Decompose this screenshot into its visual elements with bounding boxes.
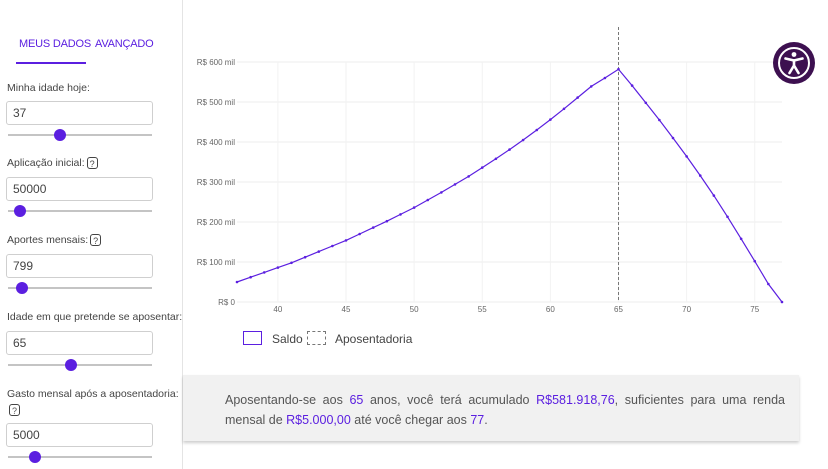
data-point[interactable] xyxy=(630,84,634,87)
data-point[interactable] xyxy=(385,219,389,223)
summary-text: Aposentando-se aos 65 anos, você terá ac… xyxy=(225,393,785,427)
series-line-saldo xyxy=(236,68,783,303)
initial-slider[interactable] xyxy=(8,205,152,217)
data-point[interactable] xyxy=(712,194,716,197)
data-point[interactable] xyxy=(480,166,484,169)
data-point[interactable] xyxy=(494,157,498,161)
data-point[interactable] xyxy=(358,232,361,236)
legend-saldo-swatch[interactable] xyxy=(243,331,262,345)
help-icon[interactable]: ? xyxy=(86,157,98,170)
data-point[interactable] xyxy=(549,118,552,121)
data-point[interactable] xyxy=(644,101,648,105)
summary-end-age: 77 xyxy=(470,413,485,427)
age-slider-thumb[interactable] xyxy=(53,129,66,141)
age-input[interactable] xyxy=(6,101,153,125)
initial-slider-thumb[interactable] xyxy=(13,205,26,217)
tab-my-data[interactable]: MEUS DADOS xyxy=(19,38,91,50)
summary-income: R$5.000,00 xyxy=(286,413,351,427)
data-point[interactable] xyxy=(262,271,266,274)
y-tick-label: R$ 300 mil xyxy=(197,178,235,187)
legend-aposentadoria-label: Aposentadoria xyxy=(335,332,413,346)
y-tick-label: R$ 200 mil xyxy=(197,218,235,227)
data-point[interactable] xyxy=(276,266,280,269)
retire-age-label: Idade em que pretende se aposentar: xyxy=(7,311,183,323)
spend-input[interactable] xyxy=(6,423,153,447)
data-point[interactable] xyxy=(467,175,470,178)
data-point[interactable] xyxy=(331,244,334,248)
data-point[interactable] xyxy=(589,85,593,88)
summary-box: Aposentando-se aos 65 anos, você terá ac… xyxy=(183,375,799,441)
spend-slider-thumb[interactable] xyxy=(29,451,42,463)
age-label: Minha idade hoje: xyxy=(7,82,90,94)
x-tick-label: 60 xyxy=(546,305,555,314)
x-tick-label: 75 xyxy=(750,305,759,314)
y-tick-label: R$ 400 mil xyxy=(197,138,235,147)
active-tab-indicator xyxy=(16,62,86,64)
data-point[interactable] xyxy=(617,67,620,71)
data-point[interactable] xyxy=(249,275,252,279)
data-point[interactable] xyxy=(780,300,784,304)
data-point[interactable] xyxy=(698,174,702,177)
retire-age-input[interactable] xyxy=(6,331,153,355)
data-point[interactable] xyxy=(426,198,430,202)
data-point[interactable] xyxy=(671,136,675,140)
help-icon[interactable]: ? xyxy=(9,404,20,416)
data-point[interactable] xyxy=(576,96,579,99)
summary-amount: R$581.918,76 xyxy=(536,393,615,407)
x-tick-label: 65 xyxy=(614,305,623,314)
data-point[interactable] xyxy=(344,239,348,242)
tab-advanced[interactable]: AVANÇADO xyxy=(95,38,154,50)
data-point[interactable] xyxy=(521,138,525,142)
y-tick-label: R$ 500 mil xyxy=(197,98,235,107)
balance-chart: R$ 0 R$ 100 mil R$ 200 mil R$ 300 mil R$ 400… xyxy=(197,27,784,314)
legend-saldo-label: Saldo xyxy=(272,332,303,346)
accessibility-icon xyxy=(778,47,810,79)
x-tick-label: 45 xyxy=(342,305,351,314)
retire-age-slider-thumb[interactable] xyxy=(65,359,78,371)
x-tick-label: 40 xyxy=(273,305,282,314)
monthly-slider[interactable] xyxy=(8,282,152,294)
data-point[interactable] xyxy=(290,261,293,265)
data-point[interactable] xyxy=(603,76,607,80)
data-point[interactable] xyxy=(535,128,539,132)
monthly-input[interactable] xyxy=(6,254,153,278)
age-slider[interactable] xyxy=(8,129,152,141)
summary-age: 65 xyxy=(349,393,364,407)
retire-age-slider[interactable] xyxy=(8,359,152,371)
data-point[interactable] xyxy=(562,107,566,111)
x-tick-label: 55 xyxy=(478,305,487,314)
spend-label: Gasto mensal após a aposentadoria: xyxy=(7,388,179,400)
data-point[interactable] xyxy=(235,280,239,284)
initial-input[interactable] xyxy=(6,177,153,201)
y-tick-label: R$ 600 mil xyxy=(197,58,235,67)
data-point[interactable] xyxy=(453,183,457,186)
spend-slider[interactable] xyxy=(8,451,152,463)
data-point[interactable] xyxy=(658,118,661,122)
initial-label: Aplicação inicial:? xyxy=(7,157,98,170)
data-point[interactable] xyxy=(371,226,375,229)
data-point[interactable] xyxy=(739,237,743,241)
legend-aposentadoria-swatch[interactable] xyxy=(307,331,326,345)
data-point[interactable] xyxy=(767,282,770,286)
monthly-slider-thumb[interactable] xyxy=(16,282,29,294)
x-tick-label: 50 xyxy=(410,305,419,314)
data-point[interactable] xyxy=(753,259,757,263)
monthly-label: Aportes mensais:? xyxy=(7,234,102,247)
accessibility-button[interactable] xyxy=(773,42,815,84)
y-tick-label: R$ 0 xyxy=(218,298,235,307)
data-point[interactable] xyxy=(726,215,729,219)
data-point[interactable] xyxy=(303,255,307,259)
data-point[interactable] xyxy=(399,213,402,216)
data-point[interactable] xyxy=(317,250,321,253)
y-tick-label: R$ 100 mil xyxy=(197,258,235,267)
data-point[interactable] xyxy=(685,155,688,158)
data-point[interactable] xyxy=(508,148,511,151)
data-point[interactable] xyxy=(440,191,443,194)
x-tick-label: 70 xyxy=(682,305,691,314)
help-icon[interactable]: ? xyxy=(90,234,102,247)
sidebar: MEUS DADOS AVANÇADO Minha idade hoje: Ap… xyxy=(0,0,183,469)
data-point[interactable] xyxy=(412,206,416,209)
